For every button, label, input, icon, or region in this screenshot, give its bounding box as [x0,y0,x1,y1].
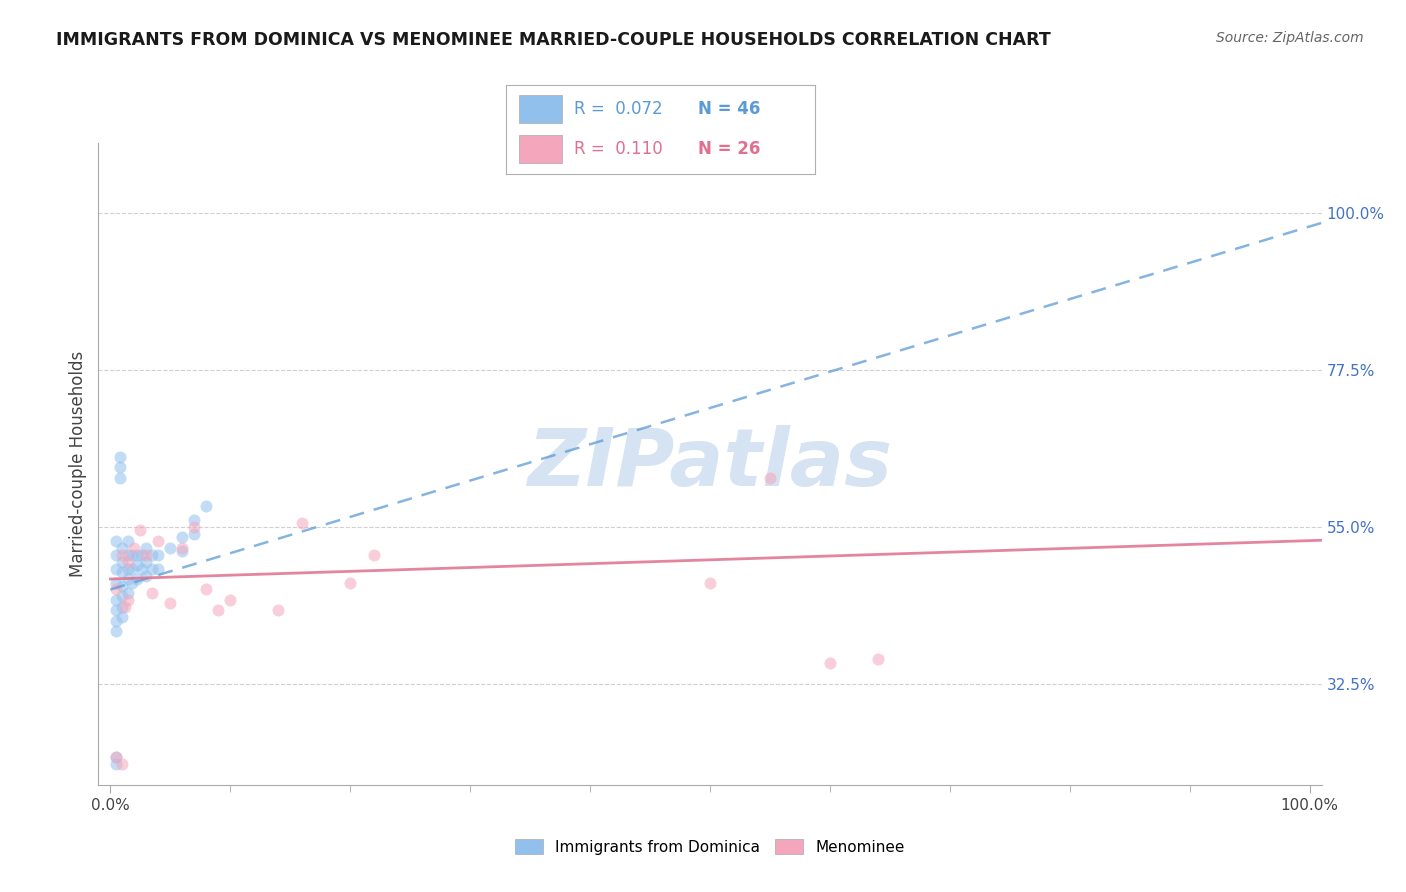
Point [108,450,131,464]
Point [105,750,128,764]
Point [105,603,128,617]
Point [117,548,139,562]
Point [148,561,170,575]
Point [759,471,782,485]
Point [124,541,146,555]
Point [195,582,218,597]
Point [148,533,170,548]
Point [135,541,157,555]
Point [183,526,205,541]
Point [105,624,128,639]
Point [117,593,139,607]
Point [125,572,148,586]
Point [183,519,205,533]
Point [172,530,194,544]
Point [111,548,134,562]
Point [141,548,163,562]
Text: Source: ZipAtlas.com: Source: ZipAtlas.com [1216,31,1364,45]
Point [121,575,143,590]
Point [111,590,134,604]
Point [131,548,153,562]
Text: IMMIGRANTS FROM DOMINICA VS MENOMINEE MARRIED-COUPLE HOUSEHOLDS CORRELATION CHAR: IMMIGRANTS FROM DOMINICA VS MENOMINEE MA… [56,31,1052,49]
Point [141,561,163,575]
Point [148,548,170,562]
Point [172,544,194,558]
Point [267,603,290,617]
Point [339,575,361,590]
Point [111,599,134,614]
Point [135,548,157,562]
Point [105,750,128,764]
Point [135,568,157,582]
Point [105,575,128,590]
Point [105,614,128,628]
Point [111,565,134,579]
FancyBboxPatch shape [519,95,562,123]
Point [111,541,134,555]
Point [105,582,128,597]
Point [105,548,128,562]
Point [117,586,139,600]
Point [141,586,163,600]
Y-axis label: Married-couple Households: Married-couple Households [69,351,87,577]
Point [195,499,218,513]
Legend: Immigrants from Dominica, Menominee: Immigrants from Dominica, Menominee [509,833,911,861]
Point [105,757,128,772]
Point [105,561,128,575]
Point [111,610,134,624]
Point [121,561,143,575]
Point [111,555,134,569]
Text: R =  0.072: R = 0.072 [574,100,662,118]
Text: N = 26: N = 26 [697,140,761,158]
Point [117,561,139,575]
Text: N = 46: N = 46 [697,100,761,118]
Text: ZIPatlas: ZIPatlas [527,425,893,503]
Point [111,579,134,593]
Point [117,572,139,586]
Point [125,548,148,562]
Point [135,555,157,569]
Point [129,523,152,537]
Point [105,593,128,607]
Point [219,593,242,607]
Point [699,575,721,590]
Point [363,548,385,562]
Point [159,541,181,555]
FancyBboxPatch shape [519,135,562,163]
Point [131,561,153,575]
Point [291,516,314,531]
Point [117,533,139,548]
Point [207,603,229,617]
Point [818,656,841,670]
Point [121,548,143,562]
Text: R =  0.110: R = 0.110 [574,140,664,158]
Point [114,599,136,614]
Point [108,471,131,485]
Point [117,555,139,569]
Point [172,541,194,555]
Point [105,533,128,548]
Point [159,597,181,611]
Point [183,513,205,527]
Point [866,652,889,666]
Point [125,558,148,572]
Point [111,757,134,772]
Point [108,460,131,475]
